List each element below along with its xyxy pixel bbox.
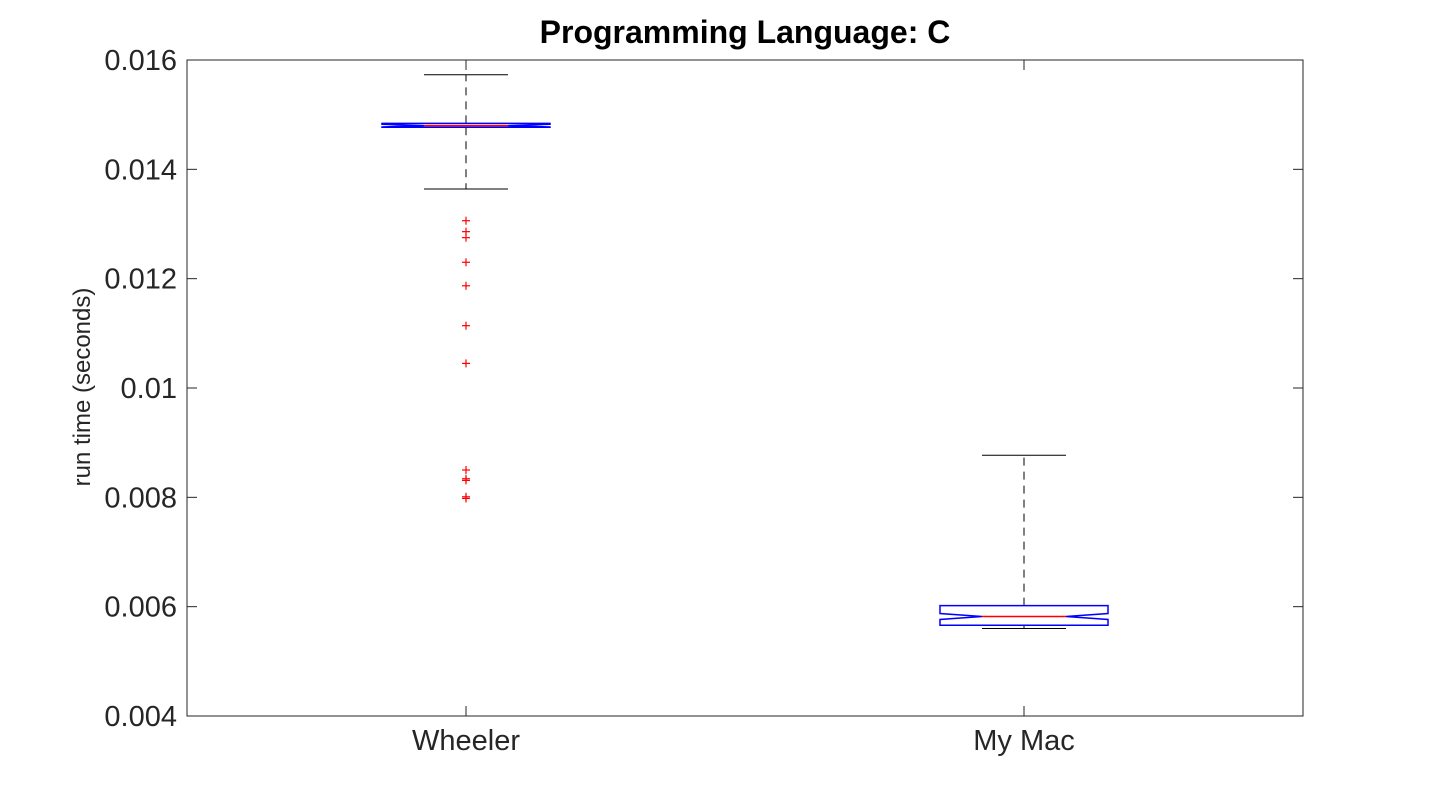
axes-frame	[186, 59, 1304, 717]
y-tick-label: 0.006	[104, 592, 177, 624]
y-axis-label: run time (seconds)	[69, 288, 96, 487]
x-tick-label: Wheeler	[412, 725, 520, 757]
y-tick-label: 0.016	[104, 45, 177, 77]
y-tick-label: 0.012	[104, 264, 177, 296]
x-tick-label: My Mac	[973, 725, 1075, 757]
y-tick-label: 0.014	[104, 154, 177, 186]
box	[381, 122, 551, 128]
plot-area: 0.004 0.006 0.008 0.01 0.012 0.014 0.016 Wheele…	[104, 45, 1304, 757]
y-tick-label: 0.01	[121, 373, 177, 405]
y-tick-label: 0.004	[104, 701, 177, 733]
box	[939, 604, 1109, 627]
y-tick-label: 0.008	[104, 482, 177, 514]
chart-title: Programming Language: C	[540, 14, 951, 50]
